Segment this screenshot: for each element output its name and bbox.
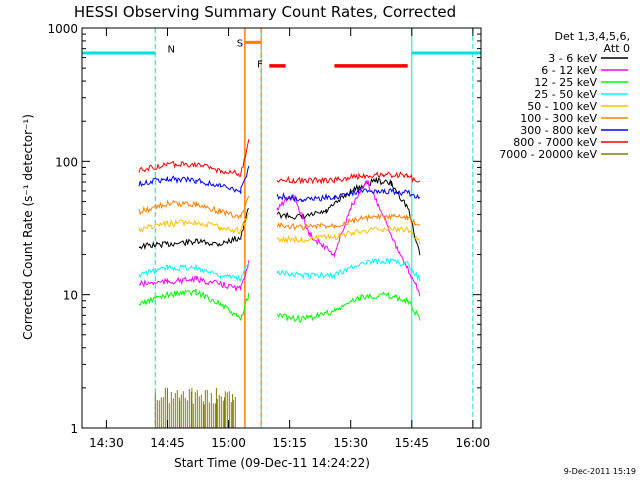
series-line-3 xyxy=(138,257,421,282)
legend-label: 300 - 800 keV xyxy=(520,124,597,137)
plot-frame xyxy=(81,27,482,429)
series-line-7 xyxy=(138,138,421,185)
series-line-0 xyxy=(138,176,421,256)
legend-label: 7000 - 20000 keV xyxy=(499,148,597,161)
date-stamp: 9-Dec-2011 15:19 xyxy=(564,467,636,476)
y-tick-label: 100 xyxy=(55,155,78,169)
plot-area: N S F xyxy=(81,28,481,428)
series-line-2 xyxy=(138,288,421,323)
series-line-5 xyxy=(138,195,421,231)
x-tick-label: 15:45 xyxy=(394,436,429,450)
axes: 14:30 14:45 15:00 15:15 15:30 15:45 16:00 1 10 10… xyxy=(47,22,490,450)
x-tick-label: 15:30 xyxy=(333,436,368,450)
legend-label: 800 - 7000 keV xyxy=(513,136,597,149)
y-axis-label: Corrected Count Rate (s⁻¹ detector⁻¹) xyxy=(21,114,35,340)
annotation-f: F xyxy=(257,60,263,71)
series-line-4 xyxy=(138,212,421,245)
y-tick-label: 1000 xyxy=(47,22,78,36)
series-line-8 xyxy=(154,387,236,428)
legend-header-line-1: Det 1,3,4,5,6, xyxy=(554,30,630,43)
chart-title: HESSI Observing Summary Count Rates, Cor… xyxy=(74,3,456,21)
x-tick-label: 16:00 xyxy=(456,436,491,450)
annotation-n: N xyxy=(168,45,175,56)
legend-label: 6 - 12 keV xyxy=(541,64,597,77)
series-line-1 xyxy=(138,179,421,297)
legend-label: 50 - 100 keV xyxy=(527,100,597,113)
series-line-6 xyxy=(138,165,421,203)
legend-label: 25 - 50 keV xyxy=(534,88,597,101)
annotation-s: S xyxy=(237,38,243,49)
x-tick-label: 15:15 xyxy=(272,436,307,450)
legend-header-line-2: Att 0 xyxy=(604,42,630,55)
x-tick-label: 15:00 xyxy=(211,436,246,450)
legend-label: 12 - 25 keV xyxy=(534,76,597,89)
y-tick-label: 1 xyxy=(70,422,78,436)
y-tick-label: 10 xyxy=(63,289,78,303)
x-axis-label: Start Time (09-Dec-11 14:24:22) xyxy=(174,456,370,470)
x-tick-label: 14:45 xyxy=(150,436,185,450)
legend-label: 100 - 300 keV xyxy=(520,112,597,125)
x-tick-label: 14:30 xyxy=(89,436,124,450)
legend-label: 3 - 6 keV xyxy=(548,52,597,65)
